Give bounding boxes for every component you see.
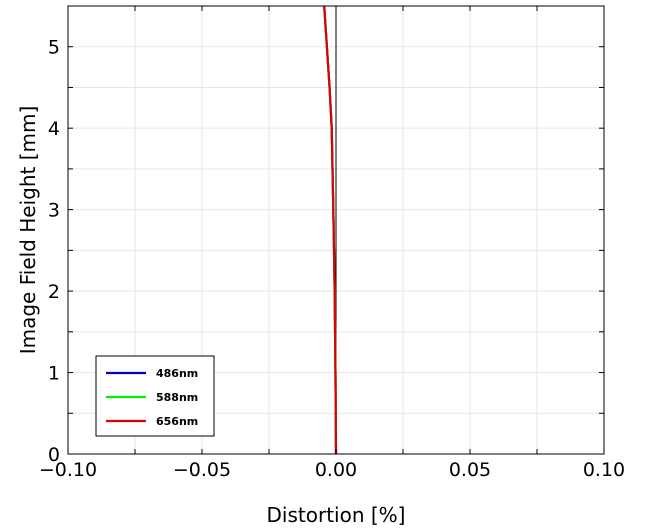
y-tick-label: 4: [48, 118, 60, 140]
tick-labels: −0.10 −0.05 0.00 0.05 0.10 0 1 2 3 4 5: [39, 37, 625, 481]
legend: 486nm 588nm 656nm: [95, 355, 215, 437]
y-tick-label: 5: [48, 37, 60, 59]
x-tick-label: −0.05: [173, 459, 231, 481]
y-tick-label: 0: [48, 444, 60, 466]
legend-label-588nm: 588nm: [156, 391, 198, 404]
x-tick-label: −0.10: [39, 459, 97, 481]
x-tick-label: 0.05: [449, 459, 491, 481]
y-tick-label: 1: [48, 363, 60, 385]
x-tick-label: 0.10: [583, 459, 625, 481]
x-tick-label: 0.00: [315, 459, 357, 481]
legend-label-486nm: 486nm: [156, 367, 198, 380]
x-axis-title: Distortion [%]: [267, 503, 406, 527]
legend-label-656nm: 656nm: [156, 415, 198, 428]
y-axis-title: Image Field Height [mm]: [16, 106, 40, 355]
series-line-656nm: [323, 5, 338, 455]
series-lines: [323, 5, 338, 455]
y-tick-label: 3: [48, 200, 60, 222]
ticks: [67, 5, 605, 455]
y-tick-label: 2: [48, 281, 60, 303]
